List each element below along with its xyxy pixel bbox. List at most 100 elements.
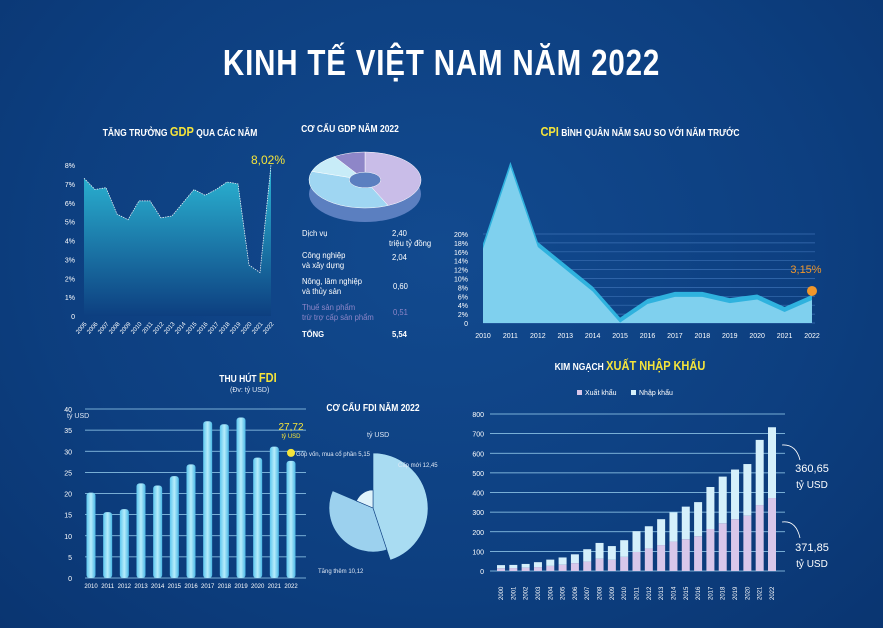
trade-bar-export <box>669 541 678 571</box>
gdp-item-value: 0,51 <box>393 307 408 317</box>
cpi-ytick: 4% <box>458 303 468 310</box>
cpi-title-post: BÌNH QUÂN NĂM SAU SO VỚI NĂM TRƯỚC <box>558 128 740 139</box>
legend-label-export: Xuất khẩu <box>585 388 617 397</box>
cpi-xtick: 2022 <box>804 333 820 340</box>
fdi-xtick: 2020 <box>251 584 265 590</box>
fdi-bar <box>253 457 263 578</box>
trade-xtick: 2001 <box>511 586 517 600</box>
trade-xtick: 2021 <box>758 586 764 600</box>
trade-xtick: 2015 <box>684 586 690 600</box>
trade-bar-import <box>718 476 727 524</box>
fdi-xtick: 2019 <box>234 584 248 590</box>
trade-ytick: 600 <box>472 451 484 458</box>
trade-bar-export <box>497 568 505 571</box>
cpi-title-hl: CPI <box>540 124 559 139</box>
fdi-ytick: 10 <box>64 534 72 541</box>
trade-bar-import <box>595 542 604 559</box>
fdi-bar <box>236 417 246 578</box>
cpi-xtick: 2017 <box>667 333 683 340</box>
gdp-xtick: 2022 <box>262 321 276 336</box>
trade-xtick: 2000 <box>499 586 505 600</box>
trade-xtick: 2016 <box>696 586 702 600</box>
fdi-subtitle: (Đv: tỷ USD) <box>230 387 270 394</box>
gdp-ytick: 3% <box>65 257 75 264</box>
fdi-ylabel: tỷ USD <box>67 413 90 420</box>
gdp-item-label: Công nghiệp và xây dựng <box>302 250 346 270</box>
trade-xtick: 2006 <box>573 586 579 600</box>
trade-xtick: 2009 <box>610 586 616 600</box>
trade-bar-import <box>706 487 715 530</box>
cpi-ytick: 10% <box>454 277 468 284</box>
cpi-area <box>483 166 812 323</box>
gdp-item-label: Nông, lâm nghiệp và thủy sản <box>302 276 362 296</box>
fdi-annotation: 27,72 <box>278 422 303 433</box>
fdi-xtick: 2013 <box>134 584 148 590</box>
trade-bar-export <box>570 563 579 571</box>
fdi-xtick: 2010 <box>84 584 98 590</box>
fdi-xtick: 2016 <box>184 584 198 590</box>
trade-ytick: 200 <box>472 530 484 537</box>
gdp-item-label: Dịch vụ <box>302 228 328 238</box>
gdp-title-pre: TĂNG TRƯỞNG <box>102 128 170 139</box>
gdp-total-label: TỔNG <box>302 329 325 339</box>
cpi-ytick: 2% <box>458 312 468 319</box>
fdi-ytick: 35 <box>64 428 72 435</box>
gdp-ytick: 6% <box>65 201 75 208</box>
trade-bar-import <box>731 469 740 520</box>
fdi-bar <box>219 424 229 578</box>
trade-bar-export <box>533 567 542 571</box>
trade-bar-export <box>718 523 727 571</box>
fdi-bar <box>286 460 296 578</box>
trade-ytick: 400 <box>472 491 484 498</box>
gdp-item-label: Thuế sản phẩm trừ trợ cấp sản phẩm <box>302 302 374 322</box>
cpi-ytick: 18% <box>454 241 468 248</box>
trade-bar-import <box>509 564 518 569</box>
trade-annotation-value: 371,85 <box>795 542 829 554</box>
trade-bar-import <box>607 546 616 560</box>
trade-xtick: 2020 <box>745 586 751 600</box>
cpi-xtick: 2012 <box>530 333 546 340</box>
trade-bar-import <box>743 464 752 516</box>
trade-bar-export <box>755 505 764 571</box>
cpi-xtick: 2010 <box>475 333 491 340</box>
trade-bar-export <box>657 545 666 571</box>
trade-title-hl: XUẤT NHẬP KHẨU <box>606 358 706 373</box>
gdp-xtick: 2010 <box>130 321 144 336</box>
trade-bar-export <box>743 515 752 571</box>
cpi-xtick: 2016 <box>640 333 656 340</box>
trade-bar-export <box>681 539 690 571</box>
fdi-bar <box>86 492 96 578</box>
fdi-bar <box>169 476 179 578</box>
trade-bar-import <box>546 559 555 566</box>
trade-ytick: 100 <box>472 549 484 556</box>
trade-bar-export <box>546 565 555 571</box>
fdi-ytick: 0 <box>68 576 72 583</box>
trade-xtick: 2002 <box>524 586 530 600</box>
trade-bar-import <box>533 562 542 568</box>
cpi-xtick: 2013 <box>557 333 573 340</box>
fdi-ytick: 25 <box>64 470 72 477</box>
trade-xtick: 2003 <box>536 586 542 600</box>
gdp-chart-title: TĂNG TRƯỞNG GDP QUA CÁC NĂM <box>103 124 258 139</box>
trade-chart-title: KIM NGẠCH XUẤT NHẬP KHẨU <box>555 358 706 373</box>
trade-bar-import <box>558 557 567 565</box>
cpi-xtick: 2019 <box>722 333 738 340</box>
cpi-chart-title: CPI BÌNH QUÂN NĂM SAU SO VỚI NĂM TRƯỚC <box>540 124 739 139</box>
trade-ytick: 0 <box>480 569 484 576</box>
cpi-xtick: 2014 <box>585 333 601 340</box>
gdp-annotation: 8,02% <box>251 153 285 167</box>
gdp-item-value: 2,40 <box>392 228 407 238</box>
trade-annotation-unit: tỷ USD <box>796 558 828 570</box>
gdp-ytick: 4% <box>65 239 75 246</box>
cpi-ytick: 0 <box>464 321 468 328</box>
trade-bar-export <box>632 551 641 571</box>
trade-xtick: 2017 <box>708 586 714 600</box>
trade-bar-export <box>558 564 567 571</box>
trade-xtick: 2007 <box>585 586 591 600</box>
trade-bar-import <box>620 540 629 557</box>
gdp-ytick: 2% <box>65 276 75 283</box>
fdi-ytick: 40 <box>64 407 72 414</box>
fdi-marker <box>287 448 295 457</box>
trade-bar-import <box>768 427 776 499</box>
